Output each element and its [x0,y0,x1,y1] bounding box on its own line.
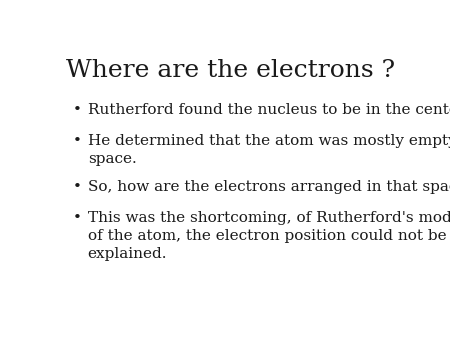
Text: This was the shortcoming, of Rutherford's model
of the atom, the electron positi: This was the shortcoming, of Rutherford'… [88,211,450,261]
Text: •: • [73,103,81,117]
Text: He determined that the atom was mostly empty
space.: He determined that the atom was mostly e… [88,134,450,166]
Text: •: • [73,180,81,194]
Text: Rutherford found the nucleus to be in the center.: Rutherford found the nucleus to be in th… [88,103,450,117]
Text: Where are the electrons ?: Where are the electrons ? [66,59,395,82]
Text: •: • [73,211,81,225]
Text: •: • [73,134,81,148]
Text: So, how are the electrons arranged in that space?: So, how are the electrons arranged in th… [88,180,450,194]
